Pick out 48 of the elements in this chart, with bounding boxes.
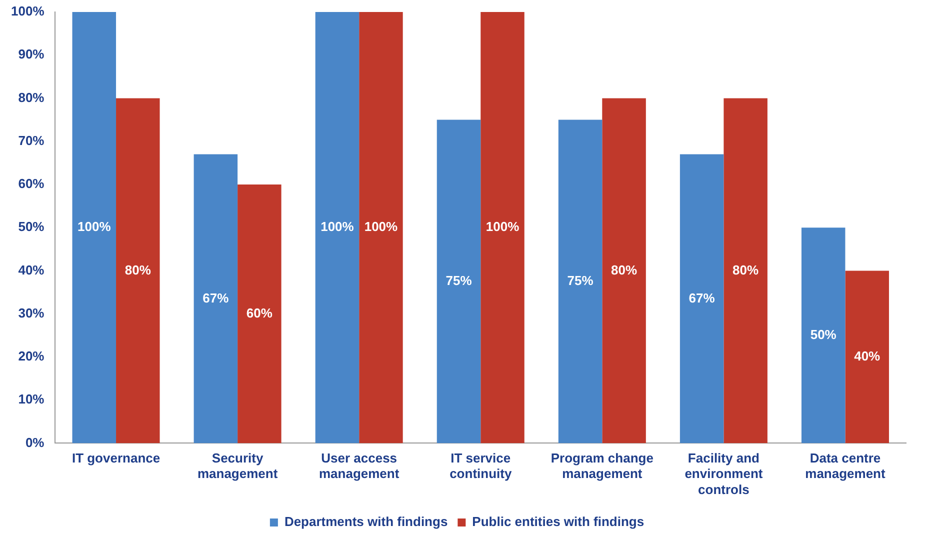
x-tick-label: User access management	[318, 450, 400, 482]
y-tick-label: 30%	[18, 305, 45, 320]
y-tick-label: 60%	[18, 176, 45, 192]
y-tick-label: 100%	[11, 4, 45, 19]
data-label: 50%	[810, 326, 837, 342]
data-label: 100%	[320, 219, 354, 234]
y-tick-label: 20%	[18, 348, 45, 364]
data-label: 67%	[202, 290, 230, 306]
legend-label: Public entities with findings	[472, 514, 644, 530]
bar	[436, 120, 481, 444]
y-tick-label: 10%	[18, 392, 45, 407]
x-tick-label: IT governance	[72, 450, 160, 466]
data-label: 100%	[486, 219, 520, 234]
bar	[680, 154, 724, 444]
y-tick-label: 0%	[25, 434, 45, 450]
x-tick-label: Security management	[197, 450, 278, 482]
bar	[315, 12, 360, 444]
bar	[359, 12, 403, 444]
data-label: 80%	[611, 262, 638, 278]
x-tick-label: Program change management	[550, 450, 654, 482]
bar	[72, 12, 116, 444]
bar	[602, 98, 646, 444]
data-label: 100%	[364, 219, 398, 234]
y-tick-label: 90%	[18, 46, 45, 62]
data-label: 75%	[446, 273, 472, 288]
bar	[238, 184, 282, 444]
data-label: 40%	[854, 348, 881, 364]
bar	[724, 98, 768, 444]
data-label: 80%	[124, 262, 152, 278]
data-label: 100%	[78, 219, 112, 234]
y-tick-label: 80%	[18, 90, 45, 105]
bar	[558, 120, 602, 444]
bar	[194, 154, 238, 444]
data-label: 67%	[688, 290, 716, 306]
x-tick-label: Facility and environment controls	[684, 450, 764, 497]
bar	[480, 12, 524, 444]
x-tick-label: Data centre management	[805, 450, 886, 482]
y-tick-label: 40%	[18, 262, 45, 278]
bar	[801, 228, 846, 444]
data-label: 75%	[567, 273, 594, 288]
legend-label: Departments with findings	[284, 514, 448, 530]
y-tick-label: 50%	[18, 219, 45, 234]
y-tick-label: 70%	[18, 132, 45, 148]
x-tick-label: IT service continuity	[450, 450, 512, 482]
data-label: 80%	[732, 262, 760, 278]
data-label: 60%	[246, 305, 273, 320]
bar	[116, 98, 160, 444]
bar	[845, 270, 889, 444]
